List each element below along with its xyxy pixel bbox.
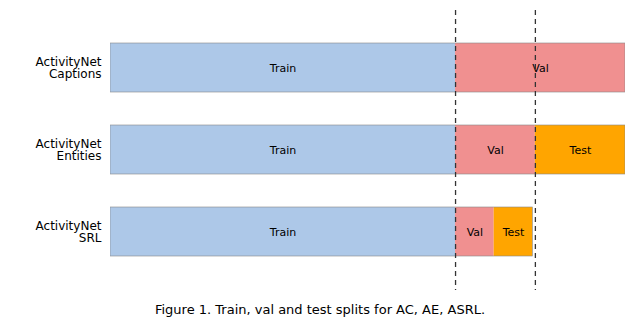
svg-text:Train: Train xyxy=(269,62,296,75)
svg-text:Train: Train xyxy=(269,144,296,157)
svg-text:Val: Val xyxy=(467,226,483,239)
svg-text:ActivityNetCaptions: ActivityNetCaptions xyxy=(36,55,102,81)
html-text:Figure 1. Train, val and test: Figure 1. Train, val and test splits for… xyxy=(154,302,485,317)
svg-text:Test: Test xyxy=(502,226,525,239)
svg-text:ActivityNetSRL: ActivityNetSRL xyxy=(36,219,102,245)
svg-text:Val: Val xyxy=(487,144,503,157)
svg-text:Val: Val xyxy=(532,61,549,75)
svg-text:Test: Test xyxy=(569,144,592,157)
svg-text:ActivityNetEntities: ActivityNetEntities xyxy=(36,137,102,163)
svg-text:Train: Train xyxy=(269,226,296,239)
